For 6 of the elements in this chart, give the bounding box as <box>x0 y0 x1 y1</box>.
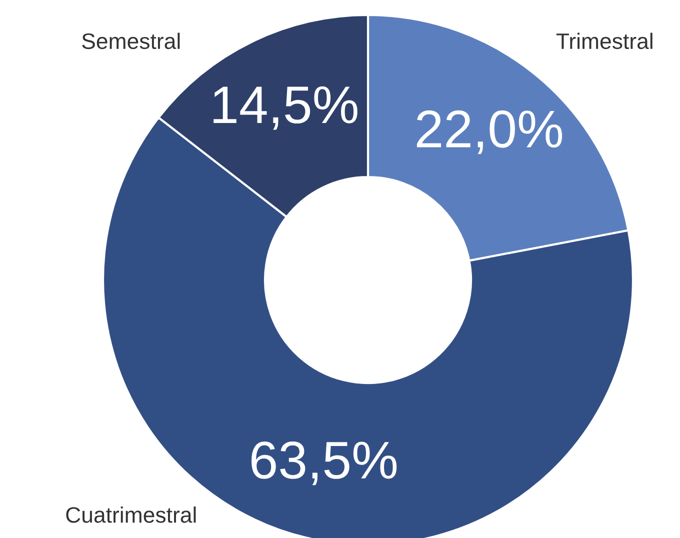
slice-label: Cuatrimestral <box>66 506 196 523</box>
data-label: 14,5% <box>214 86 358 130</box>
data-label: 63,5% <box>252 442 397 486</box>
data-label: 22,0% <box>416 110 562 154</box>
slice-label: Trimestral <box>556 32 652 50</box>
slice-label: Semestral <box>82 32 180 50</box>
